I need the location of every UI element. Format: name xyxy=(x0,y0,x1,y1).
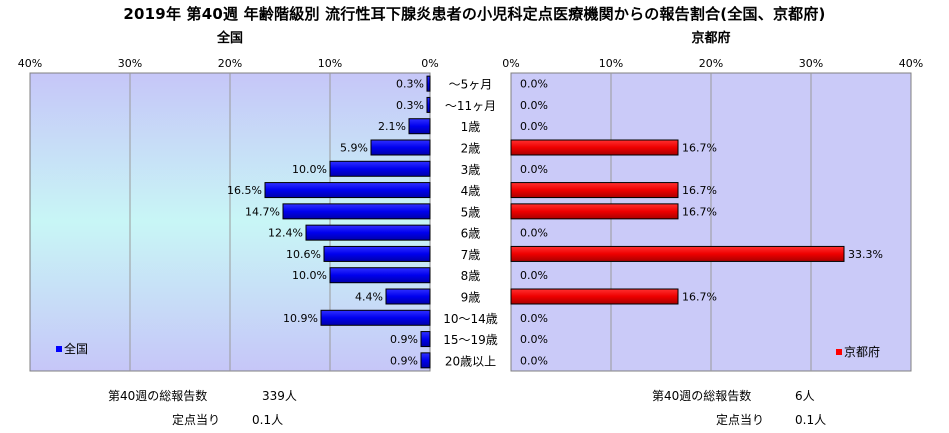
kyoto-data-label: 0.0% xyxy=(520,312,548,325)
category-label: ～5ヶ月 xyxy=(449,78,493,92)
national-tick-label: 30% xyxy=(118,57,142,70)
national-bar xyxy=(420,352,431,369)
kyoto-data-label: 0.0% xyxy=(520,333,548,346)
kyoto-data-label: 16.7% xyxy=(682,205,717,218)
national-bar xyxy=(370,139,431,156)
national-data-label: 0.9% xyxy=(390,354,418,367)
category-label: 15～19歳 xyxy=(443,333,498,347)
category-label: 10～14歳 xyxy=(443,312,498,326)
national-bar xyxy=(305,224,431,241)
national-data-label: 4.4% xyxy=(355,291,383,304)
national-bar xyxy=(282,203,431,220)
category-label: ～11ヶ月 xyxy=(445,99,496,113)
national-data-label: 16.5% xyxy=(227,184,262,197)
kyoto-bar xyxy=(510,203,679,220)
national-data-label: 10.6% xyxy=(286,248,321,261)
category-label: 5歳 xyxy=(461,205,481,219)
national-chart-title: 全国 xyxy=(216,30,243,46)
kyoto-per-label: 定点当り xyxy=(716,413,765,427)
national-data-label: 0.3% xyxy=(396,78,424,91)
kyoto-legend-swatch xyxy=(836,349,842,355)
national-per-label: 定点当り xyxy=(172,413,221,427)
kyoto-bar xyxy=(510,288,679,305)
kyoto-data-label: 0.0% xyxy=(520,354,548,367)
kyoto-bar xyxy=(510,245,845,262)
kyoto-tick-label: 0% xyxy=(502,57,519,70)
category-label: 2歳 xyxy=(461,142,481,156)
kyoto-per-value: 0.1人 xyxy=(795,413,827,427)
national-tick-label: 40% xyxy=(18,57,42,70)
national-bar xyxy=(264,182,431,199)
kyoto-bar xyxy=(510,182,679,199)
kyoto-tick-label: 30% xyxy=(799,57,823,70)
kyoto-total-value: 6人 xyxy=(795,389,815,403)
category-label: 6歳 xyxy=(461,227,481,241)
category-label: 20歳以上 xyxy=(445,354,496,368)
national-tick-label: 20% xyxy=(218,57,242,70)
national-bar xyxy=(426,96,431,113)
national-bar xyxy=(323,245,431,262)
kyoto-tick-label: 40% xyxy=(899,57,923,70)
kyoto-data-label: 0.0% xyxy=(520,99,548,112)
kyoto-tick-label: 20% xyxy=(699,57,723,70)
national-per-value: 0.1人 xyxy=(252,413,284,427)
category-label: 8歳 xyxy=(461,269,481,283)
national-bar xyxy=(329,160,431,177)
national-data-label: 0.3% xyxy=(396,99,424,112)
kyoto-data-label: 0.0% xyxy=(520,163,548,176)
national-data-label: 14.7% xyxy=(245,205,280,218)
national-data-label: 2.1% xyxy=(378,120,406,133)
kyoto-tick-label: 10% xyxy=(599,57,623,70)
category-label: 1歳 xyxy=(461,120,481,134)
national-data-label: 12.4% xyxy=(268,227,303,240)
national-data-label: 10.0% xyxy=(292,269,327,282)
category-label: 7歳 xyxy=(461,248,481,262)
national-data-label: 10.9% xyxy=(283,312,318,325)
kyoto-data-label: 16.7% xyxy=(682,142,717,155)
kyoto-bar xyxy=(510,139,679,156)
category-label: 4歳 xyxy=(461,184,481,198)
national-data-label: 5.9% xyxy=(340,142,368,155)
national-bar xyxy=(426,75,431,92)
national-legend-swatch xyxy=(56,346,62,352)
national-tick-label: 10% xyxy=(318,57,342,70)
national-bar xyxy=(408,118,431,135)
kyoto-total-label: 第40週の総報告数 xyxy=(652,389,752,403)
category-label: 3歳 xyxy=(461,163,481,177)
national-bar xyxy=(385,288,431,305)
chart-title: 2019年 第40週 年齢階級別 流行性耳下腺炎患者の小児科定点医療機関からの報… xyxy=(123,5,826,23)
kyoto-chart-title: 京都府 xyxy=(691,30,730,46)
national-data-label: 0.9% xyxy=(390,333,418,346)
kyoto-legend-label: 京都府 xyxy=(844,344,880,359)
kyoto-data-label: 16.7% xyxy=(682,184,717,197)
kyoto-data-label: 0.0% xyxy=(520,120,548,133)
kyoto-data-label: 33.3% xyxy=(848,248,883,261)
national-total-label: 第40週の総報告数 xyxy=(108,389,208,403)
national-data-label: 10.0% xyxy=(292,163,327,176)
category-label: 9歳 xyxy=(461,291,481,305)
national-bar xyxy=(320,309,431,326)
kyoto-data-label: 0.0% xyxy=(520,227,548,240)
national-legend-label: 全国 xyxy=(64,341,88,356)
kyoto-data-label: 16.7% xyxy=(682,291,717,304)
national-bar xyxy=(420,331,431,348)
national-bar xyxy=(329,267,431,284)
kyoto-data-label: 0.0% xyxy=(520,269,548,282)
national-total-value: 339人 xyxy=(262,389,297,403)
national-tick-label: 0% xyxy=(421,57,438,70)
kyoto-data-label: 0.0% xyxy=(520,78,548,91)
